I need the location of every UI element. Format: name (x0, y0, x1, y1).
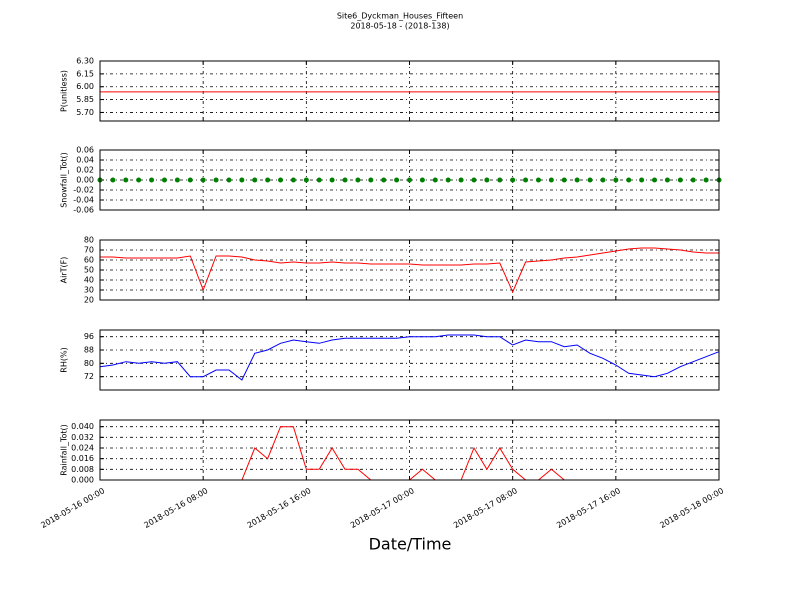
data-point (497, 177, 503, 183)
plot-frame (99, 60, 720, 122)
data-point (174, 177, 180, 183)
y-tick-label: 96 (84, 332, 94, 341)
chart-title: Site6_Dyckman_Houses_Fifteen (337, 12, 463, 21)
data-point (626, 177, 632, 183)
y-tick-label: 80 (84, 236, 94, 245)
data-point (342, 177, 348, 183)
data-point (149, 177, 155, 183)
plot-frame (99, 419, 720, 481)
y-tick-label: 0.00 (76, 176, 94, 185)
y-tick-label: 0.024 (71, 444, 94, 453)
data-point (381, 177, 387, 183)
data-point (213, 177, 219, 183)
data-point (510, 177, 516, 183)
chart-subtitle: 2018-05-18 - (2018-138) (350, 22, 449, 31)
x-axis-label: Date/Time (369, 535, 452, 554)
data-point (548, 177, 554, 183)
data-point (226, 177, 232, 183)
data-point (664, 177, 670, 183)
plot-frame (99, 239, 720, 301)
y-tick-label: 6.30 (76, 57, 94, 66)
y-tick-label: 5.70 (76, 108, 94, 117)
y-tick-label: 0.000 (71, 476, 94, 485)
y-tick-label: 0.06 (76, 146, 94, 155)
data-point (561, 177, 567, 183)
y-tick-label: 6.15 (76, 69, 94, 78)
data-point (290, 177, 296, 183)
y-tick-label: 70 (84, 246, 94, 255)
data-point (677, 177, 683, 183)
y-tick-label: 40 (84, 276, 94, 285)
data-point (432, 177, 438, 183)
data-point (239, 177, 245, 183)
data-point (136, 177, 142, 183)
data-point (316, 177, 322, 183)
y-tick-label: 80 (84, 359, 94, 368)
data-point (329, 177, 335, 183)
y-tick-label: -0.06 (73, 206, 94, 215)
x-tick-label: 2018-05-18 00:00 (658, 486, 725, 530)
y-axis-label: Rainfall_Tot() (60, 424, 69, 476)
data-line (99, 334, 720, 381)
plot-frame (99, 149, 720, 211)
data-point (419, 177, 425, 183)
data-point (123, 177, 129, 183)
y-axis-label: AirT(F) (60, 257, 69, 284)
y-axis-label: P(unitless) (60, 70, 69, 112)
data-point (265, 177, 271, 183)
data-point (613, 177, 619, 183)
y-tick-label: 88 (84, 346, 94, 355)
data-point (574, 177, 580, 183)
data-point (458, 177, 464, 183)
data-point (703, 177, 709, 183)
y-tick-label: 20 (84, 296, 94, 305)
data-point (110, 177, 116, 183)
data-point (368, 177, 374, 183)
x-tick-label: 2018-05-16 16:00 (246, 486, 313, 530)
data-point (355, 177, 361, 183)
y-tick-label: 6.00 (76, 82, 94, 91)
x-tick-label: 2018-05-17 00:00 (349, 486, 416, 530)
data-point (252, 177, 258, 183)
y-tick-label: 0.02 (76, 166, 94, 175)
x-tick-label: 2018-05-16 08:00 (142, 486, 209, 530)
y-tick-label: 0.04 (76, 156, 94, 165)
data-point (161, 177, 167, 183)
y-tick-label: 0.016 (71, 454, 94, 463)
data-point (200, 177, 206, 183)
data-point (394, 177, 400, 183)
data-point (535, 177, 541, 183)
data-point (278, 177, 284, 183)
y-tick-label: 60 (84, 256, 94, 265)
data-point (484, 177, 490, 183)
y-tick-label: -0.04 (73, 196, 94, 205)
data-point (407, 177, 412, 183)
y-tick-label: 0.040 (71, 422, 94, 431)
y-tick-label: 72 (84, 372, 94, 381)
y-axis-label: RH(%) (60, 347, 69, 372)
data-point (652, 177, 658, 183)
data-point (600, 177, 606, 183)
data-point (471, 177, 477, 183)
y-tick-label: 0.008 (71, 465, 94, 474)
data-point (187, 177, 193, 183)
data-point (303, 177, 309, 183)
data-point (587, 177, 593, 183)
y-tick-label: 30 (84, 286, 94, 295)
y-tick-label: 5.85 (76, 95, 94, 104)
y-tick-label: -0.02 (73, 186, 94, 195)
data-line (100, 247, 719, 294)
data-point (639, 177, 645, 183)
x-tick-label: 2018-05-17 08:00 (452, 486, 519, 530)
x-tick-label: 2018-05-17 16:00 (555, 486, 622, 530)
data-point (445, 177, 451, 183)
data-point (523, 177, 529, 183)
x-tick-label: 2018-05-16 00:00 (39, 486, 106, 530)
data-point (690, 177, 696, 183)
y-tick-label: 0.032 (71, 433, 94, 442)
y-axis-label: Snowfall_Tot() (60, 152, 69, 208)
plot-frame (99, 329, 720, 391)
y-tick-label: 50 (84, 266, 94, 275)
